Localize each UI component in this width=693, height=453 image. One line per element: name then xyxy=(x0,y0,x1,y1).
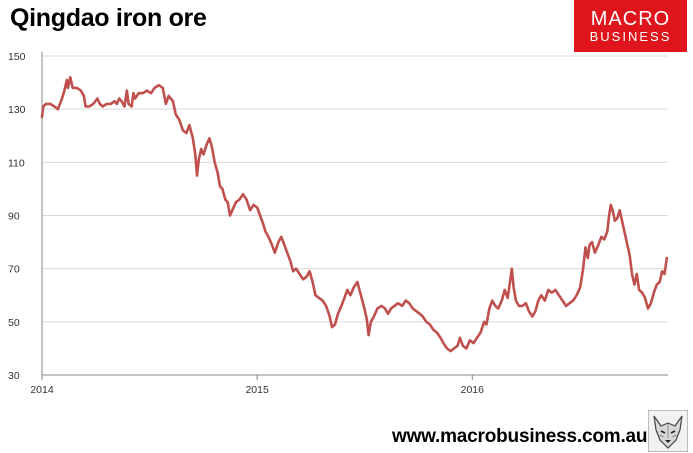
chart-series xyxy=(40,76,669,353)
y-tick-label: 130 xyxy=(8,104,26,116)
x-tick-label: 2014 xyxy=(30,384,54,396)
x-axis-tick-labels: 2014 2015 2016 xyxy=(30,384,484,396)
chart-axes xyxy=(41,52,668,380)
horizontal-gridlines xyxy=(42,55,668,323)
series-line-0 xyxy=(40,76,669,353)
logo-background xyxy=(574,0,687,52)
website-url: www.macrobusiness.com.au xyxy=(392,426,648,447)
chart-title: Qingdao iron ore xyxy=(10,4,207,32)
y-tick-label: 110 xyxy=(8,157,25,169)
y-tick-label: 150 xyxy=(8,51,26,63)
y-tick-label: 70 xyxy=(8,264,20,276)
macrobusiness-logo: MACRO BUSINESS xyxy=(574,0,687,52)
logo-macro-text: MACRO xyxy=(591,8,670,30)
y-tick-label: 90 xyxy=(8,211,20,223)
logo-business-text: BUSINESS xyxy=(590,29,672,44)
y-tick-label: 30 xyxy=(8,370,20,382)
wolf-icon xyxy=(648,410,688,452)
x-tick-label: 2015 xyxy=(245,384,269,396)
y-axis-tick-labels: 30 50 70 90 110 130 150 xyxy=(8,51,26,382)
x-tick-label: 2016 xyxy=(461,384,485,396)
y-tick-label: 50 xyxy=(8,317,20,329)
